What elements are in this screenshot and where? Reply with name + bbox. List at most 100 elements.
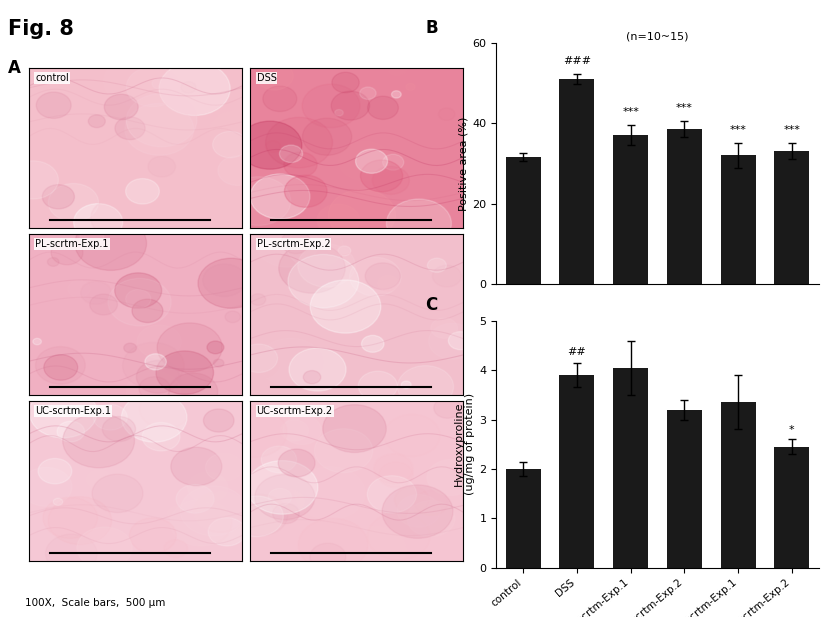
Circle shape bbox=[265, 117, 332, 168]
Circle shape bbox=[332, 72, 359, 93]
Circle shape bbox=[255, 474, 315, 520]
Circle shape bbox=[374, 454, 413, 483]
Circle shape bbox=[338, 246, 351, 256]
Circle shape bbox=[388, 61, 407, 76]
Text: C: C bbox=[425, 296, 437, 314]
Circle shape bbox=[152, 78, 167, 89]
Circle shape bbox=[414, 491, 447, 515]
Text: ***: *** bbox=[783, 125, 801, 136]
Circle shape bbox=[29, 387, 97, 438]
Circle shape bbox=[268, 488, 292, 506]
Circle shape bbox=[122, 393, 187, 442]
Circle shape bbox=[47, 258, 59, 267]
Circle shape bbox=[240, 349, 279, 378]
Bar bbox=[667, 130, 702, 284]
Circle shape bbox=[92, 474, 143, 513]
Circle shape bbox=[33, 338, 41, 345]
Circle shape bbox=[261, 446, 297, 473]
Circle shape bbox=[203, 264, 246, 297]
Bar bbox=[720, 155, 756, 284]
Circle shape bbox=[44, 355, 78, 380]
Circle shape bbox=[407, 500, 455, 537]
Circle shape bbox=[366, 263, 400, 289]
Circle shape bbox=[48, 183, 98, 222]
Circle shape bbox=[159, 62, 230, 115]
Circle shape bbox=[180, 486, 246, 536]
Text: PL-scrtm-Exp.1: PL-scrtm-Exp.1 bbox=[36, 239, 109, 249]
Circle shape bbox=[378, 275, 399, 291]
Circle shape bbox=[93, 404, 127, 430]
Circle shape bbox=[218, 156, 257, 185]
Circle shape bbox=[170, 499, 232, 546]
Circle shape bbox=[115, 273, 161, 308]
Circle shape bbox=[332, 203, 377, 237]
Circle shape bbox=[317, 204, 360, 236]
Circle shape bbox=[38, 458, 72, 484]
Circle shape bbox=[89, 85, 131, 117]
Circle shape bbox=[164, 188, 180, 201]
Circle shape bbox=[229, 496, 284, 537]
Circle shape bbox=[198, 259, 265, 308]
Circle shape bbox=[48, 497, 112, 544]
Circle shape bbox=[256, 62, 294, 90]
Circle shape bbox=[130, 518, 176, 553]
Circle shape bbox=[394, 487, 429, 513]
Circle shape bbox=[302, 84, 360, 128]
Bar bbox=[774, 152, 810, 284]
Circle shape bbox=[251, 294, 265, 305]
Text: B: B bbox=[425, 19, 437, 37]
Bar bbox=[667, 410, 702, 568]
Circle shape bbox=[350, 257, 401, 296]
Circle shape bbox=[310, 280, 380, 333]
Text: control: control bbox=[36, 73, 69, 83]
Circle shape bbox=[184, 423, 195, 431]
Circle shape bbox=[140, 389, 191, 428]
Circle shape bbox=[263, 86, 297, 112]
Circle shape bbox=[385, 415, 440, 457]
Circle shape bbox=[233, 495, 288, 536]
Circle shape bbox=[91, 198, 144, 238]
Circle shape bbox=[383, 154, 404, 170]
Circle shape bbox=[295, 466, 366, 520]
Text: *: * bbox=[789, 425, 795, 436]
Text: A: A bbox=[8, 59, 22, 77]
Circle shape bbox=[75, 217, 146, 270]
Circle shape bbox=[358, 371, 398, 400]
Circle shape bbox=[74, 204, 122, 241]
Circle shape bbox=[51, 241, 83, 265]
Circle shape bbox=[339, 141, 391, 181]
Circle shape bbox=[86, 470, 112, 489]
Circle shape bbox=[310, 543, 346, 570]
Circle shape bbox=[428, 323, 476, 359]
Circle shape bbox=[132, 299, 163, 323]
Circle shape bbox=[207, 341, 224, 354]
Circle shape bbox=[142, 423, 180, 451]
Circle shape bbox=[88, 115, 105, 128]
Circle shape bbox=[283, 416, 322, 444]
Circle shape bbox=[281, 231, 311, 254]
Circle shape bbox=[181, 81, 196, 93]
Circle shape bbox=[156, 351, 213, 394]
Circle shape bbox=[103, 416, 136, 442]
Circle shape bbox=[182, 155, 232, 193]
Circle shape bbox=[271, 489, 304, 514]
Circle shape bbox=[431, 318, 457, 338]
Circle shape bbox=[63, 414, 135, 468]
Circle shape bbox=[209, 110, 265, 152]
Circle shape bbox=[80, 228, 103, 246]
Circle shape bbox=[406, 83, 415, 91]
Circle shape bbox=[42, 184, 74, 209]
Circle shape bbox=[367, 513, 430, 560]
Text: Fig. 8: Fig. 8 bbox=[8, 19, 74, 38]
Circle shape bbox=[335, 110, 343, 116]
Circle shape bbox=[323, 405, 386, 452]
Circle shape bbox=[314, 429, 373, 473]
Circle shape bbox=[427, 460, 475, 495]
Circle shape bbox=[256, 220, 318, 267]
Circle shape bbox=[90, 294, 117, 315]
Circle shape bbox=[164, 540, 188, 558]
Bar bbox=[613, 136, 648, 284]
Circle shape bbox=[177, 187, 194, 200]
Circle shape bbox=[382, 485, 453, 538]
Text: 100X,  Scale bars,  500 μm: 100X, Scale bars, 500 μm bbox=[25, 598, 165, 608]
